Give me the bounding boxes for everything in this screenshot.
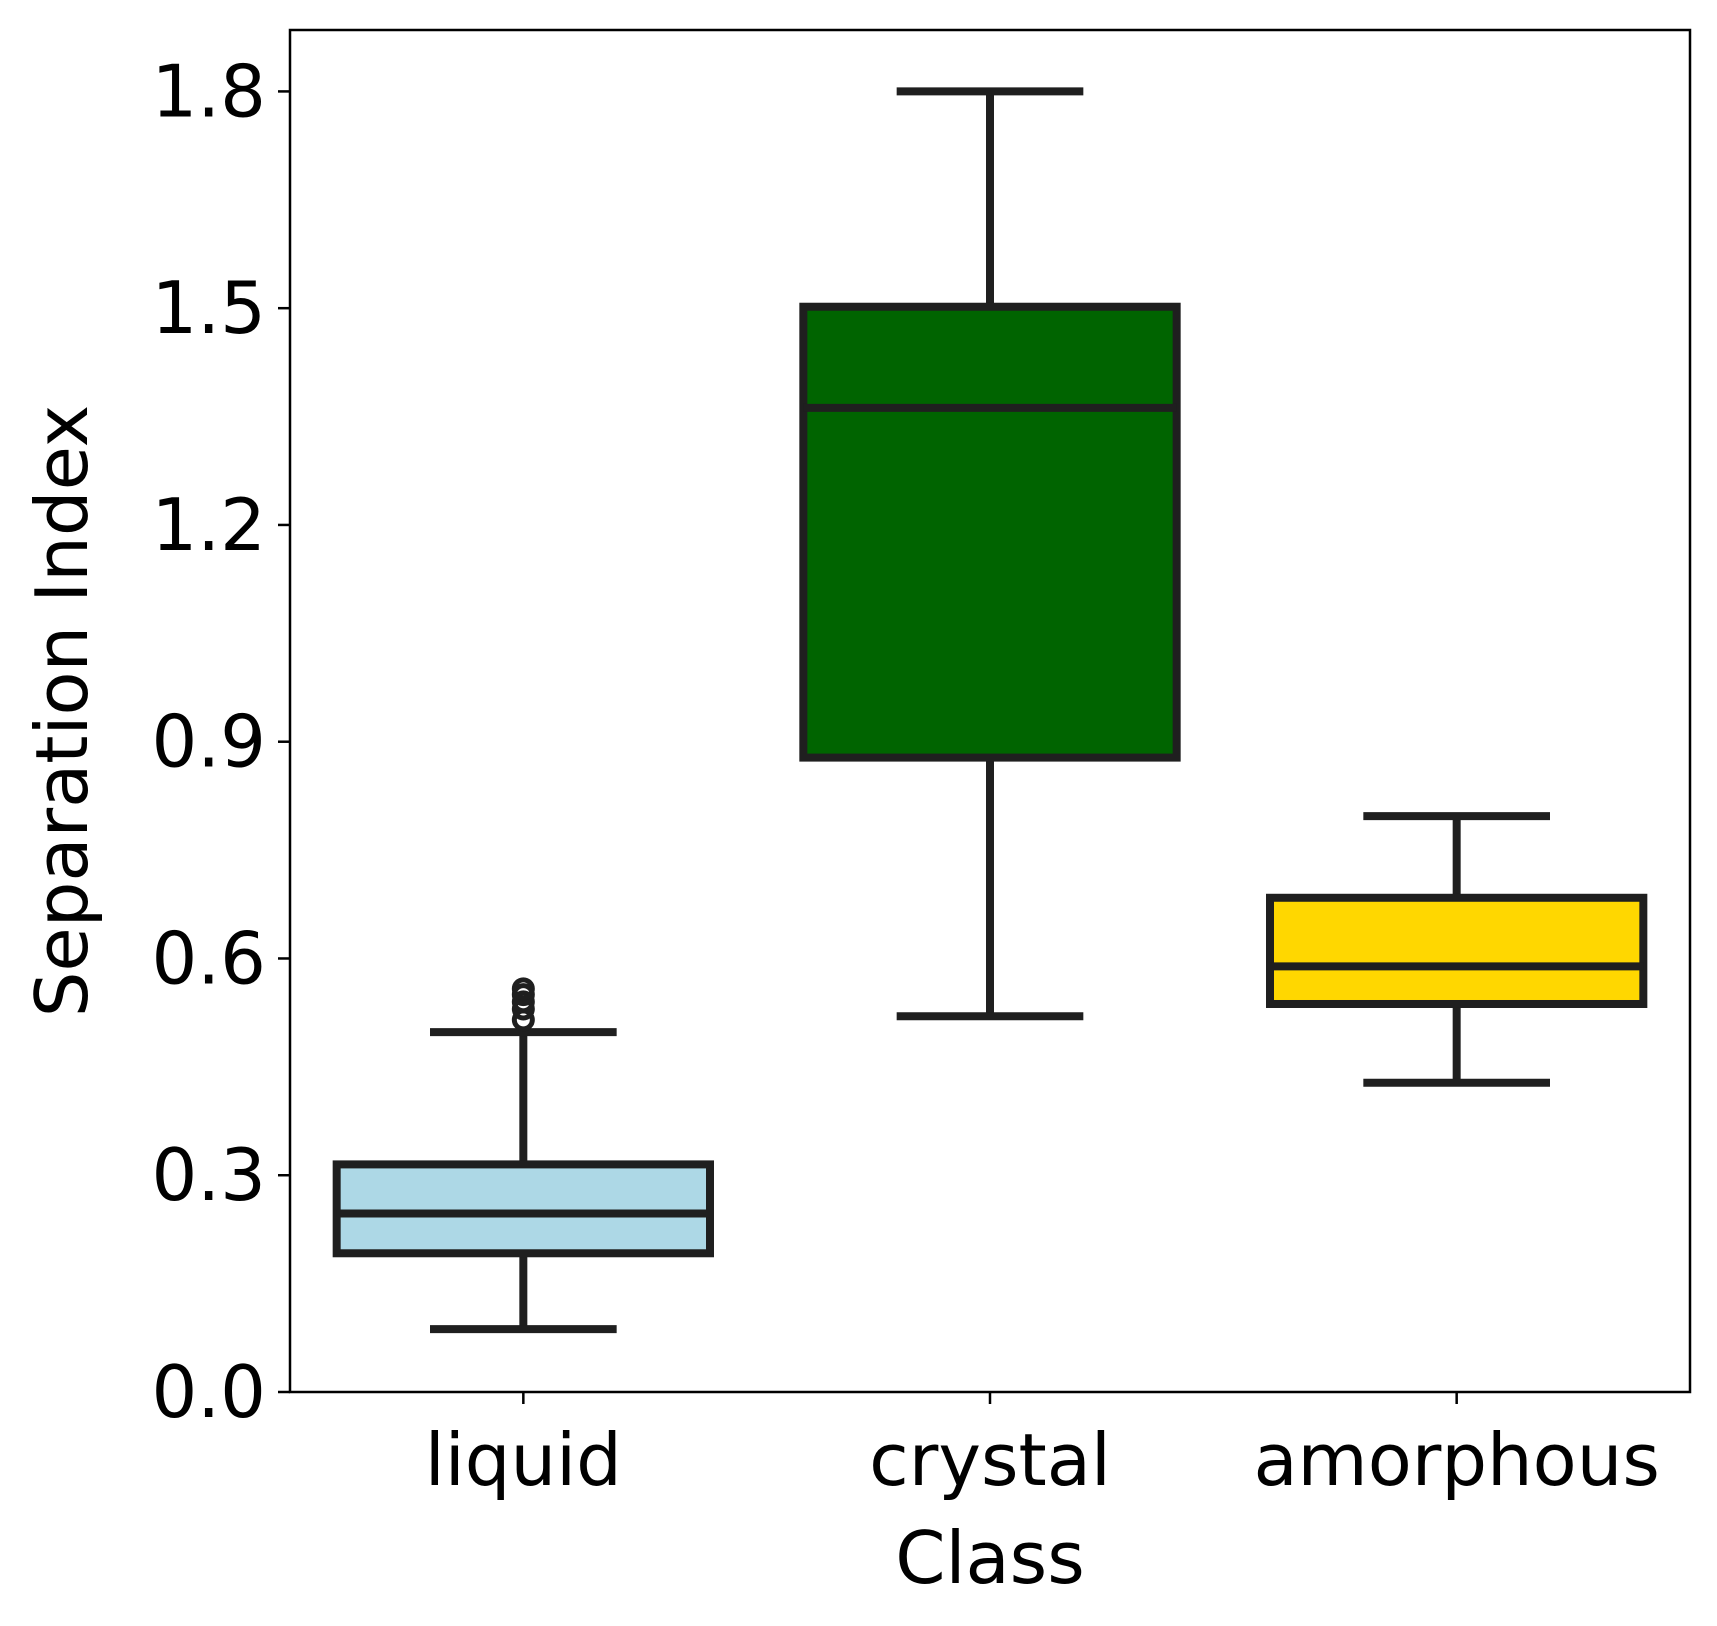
x-tick-label: crystal — [869, 1418, 1111, 1502]
box-body — [332, 1160, 714, 1258]
y-tick-label: 1.5 — [151, 266, 266, 350]
y-tick-label: 1.2 — [151, 483, 266, 567]
x-axis-ticks: liquid crystal amorphous — [425, 1392, 1660, 1502]
y-axis-title: Separation Index — [20, 405, 104, 1018]
box-liquid — [332, 977, 714, 1334]
x-tick-label: amorphous — [1253, 1418, 1659, 1502]
box-amorphous — [1266, 812, 1648, 1087]
x-axis-title: Class — [895, 1516, 1084, 1600]
box-body — [1266, 893, 1648, 1008]
outlier-point — [511, 977, 535, 1001]
y-axis-ticks: 0.0 0.3 0.6 0.9 1.2 1.5 1.8 — [151, 49, 290, 1434]
outlier-point — [511, 990, 535, 1014]
y-tick-label: 0.3 — [151, 1133, 266, 1217]
y-tick-label: 1.8 — [151, 49, 266, 133]
box-body — [799, 302, 1181, 762]
y-tick-label: 0.0 — [151, 1350, 266, 1434]
box-crystal — [799, 87, 1181, 1021]
x-tick-label: liquid — [425, 1418, 622, 1502]
y-tick-label: 0.6 — [151, 916, 266, 1000]
y-tick-label: 0.9 — [151, 700, 266, 784]
boxes-group — [332, 87, 1648, 1334]
